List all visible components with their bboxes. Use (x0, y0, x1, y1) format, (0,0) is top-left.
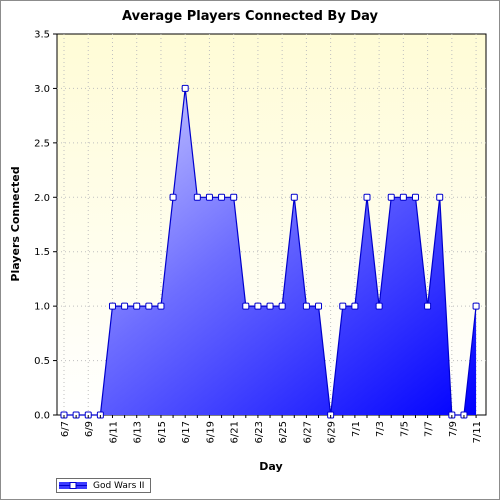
x-tick-label: 6/25 (278, 421, 289, 443)
series-area-god-wars-ii (64, 88, 477, 416)
x-axis-label: Day (259, 460, 282, 473)
y-tick-label: 0.0 (34, 411, 50, 422)
legend: God Wars II (56, 478, 152, 493)
data-point-marker (181, 84, 189, 92)
x-tick-label: 6/15 (157, 421, 168, 443)
x-tick-label: 7/5 (399, 421, 410, 437)
data-point-marker (399, 193, 407, 201)
data-point-marker (218, 193, 226, 201)
x-tick-label: 7/7 (424, 421, 435, 437)
data-point-marker (472, 302, 480, 310)
data-point-marker (108, 302, 116, 310)
chart-title: Average Players Connected By Day (122, 9, 378, 24)
y-tick-label: 2.0 (34, 193, 50, 204)
x-tick-label: 7/1 (351, 421, 362, 437)
x-tick-label: 6/19 (205, 421, 216, 443)
y-axis-label: Players Connected (9, 166, 22, 281)
data-point-marker (193, 193, 201, 201)
data-point-marker (302, 302, 310, 310)
x-tick-label: 6/9 (84, 421, 95, 437)
data-point-marker (424, 302, 432, 310)
data-point-marker (121, 302, 129, 310)
x-tick-label: 6/7 (60, 421, 71, 437)
data-point-marker (339, 302, 347, 310)
y-tick-label: 3.0 (34, 84, 50, 95)
x-tick-label: 6/11 (108, 421, 119, 443)
x-tick-label: 7/9 (448, 421, 459, 437)
data-point-marker (363, 193, 371, 201)
y-tick-label: 0.5 (34, 356, 50, 367)
x-tick-label: 6/21 (230, 421, 241, 443)
data-point-marker (351, 302, 359, 310)
y-tick-label: 1.5 (34, 247, 50, 258)
x-tick-label: 6/23 (254, 421, 265, 443)
data-point-marker (278, 302, 286, 310)
legend-series-label: God Wars II (93, 480, 145, 491)
data-point-marker (375, 302, 383, 310)
y-tick-label: 1.0 (34, 302, 50, 313)
x-tick-label: 7/11 (472, 421, 483, 443)
data-point-marker (387, 193, 395, 201)
data-point-marker (290, 193, 298, 201)
data-point-marker (145, 302, 153, 310)
data-point-marker (411, 193, 419, 201)
data-point-marker (254, 302, 262, 310)
data-point-marker (157, 302, 165, 310)
data-point-marker (230, 193, 238, 201)
data-point-marker (266, 302, 274, 310)
x-tick-label: 6/29 (327, 421, 338, 443)
x-tick-label: 6/27 (302, 421, 313, 443)
x-tick-label: 7/3 (375, 421, 386, 437)
y-tick-label: 2.5 (34, 138, 50, 149)
x-tick-label: 6/17 (181, 421, 192, 443)
data-point-marker (169, 193, 177, 201)
data-point-marker (133, 302, 141, 310)
legend-swatch-icon (59, 481, 87, 490)
data-point-marker (242, 302, 250, 310)
y-tick-label: 3.5 (34, 30, 50, 41)
data-point-marker (205, 193, 213, 201)
x-tick-label: 6/13 (133, 421, 144, 443)
data-point-marker (436, 193, 444, 201)
data-point-marker (315, 302, 323, 310)
